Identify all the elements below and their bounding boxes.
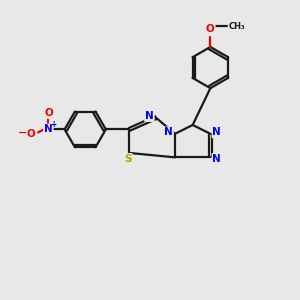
Text: N: N — [212, 127, 221, 137]
Text: +: + — [51, 120, 57, 129]
Text: N: N — [164, 127, 173, 137]
Text: CH₃: CH₃ — [229, 22, 245, 31]
Text: N: N — [44, 124, 53, 134]
Text: O: O — [26, 129, 35, 139]
Text: N: N — [145, 111, 154, 121]
Text: O: O — [44, 108, 53, 118]
Text: N: N — [212, 154, 221, 164]
Text: S: S — [124, 154, 132, 164]
Text: O: O — [206, 24, 215, 34]
Text: −: − — [18, 128, 27, 138]
